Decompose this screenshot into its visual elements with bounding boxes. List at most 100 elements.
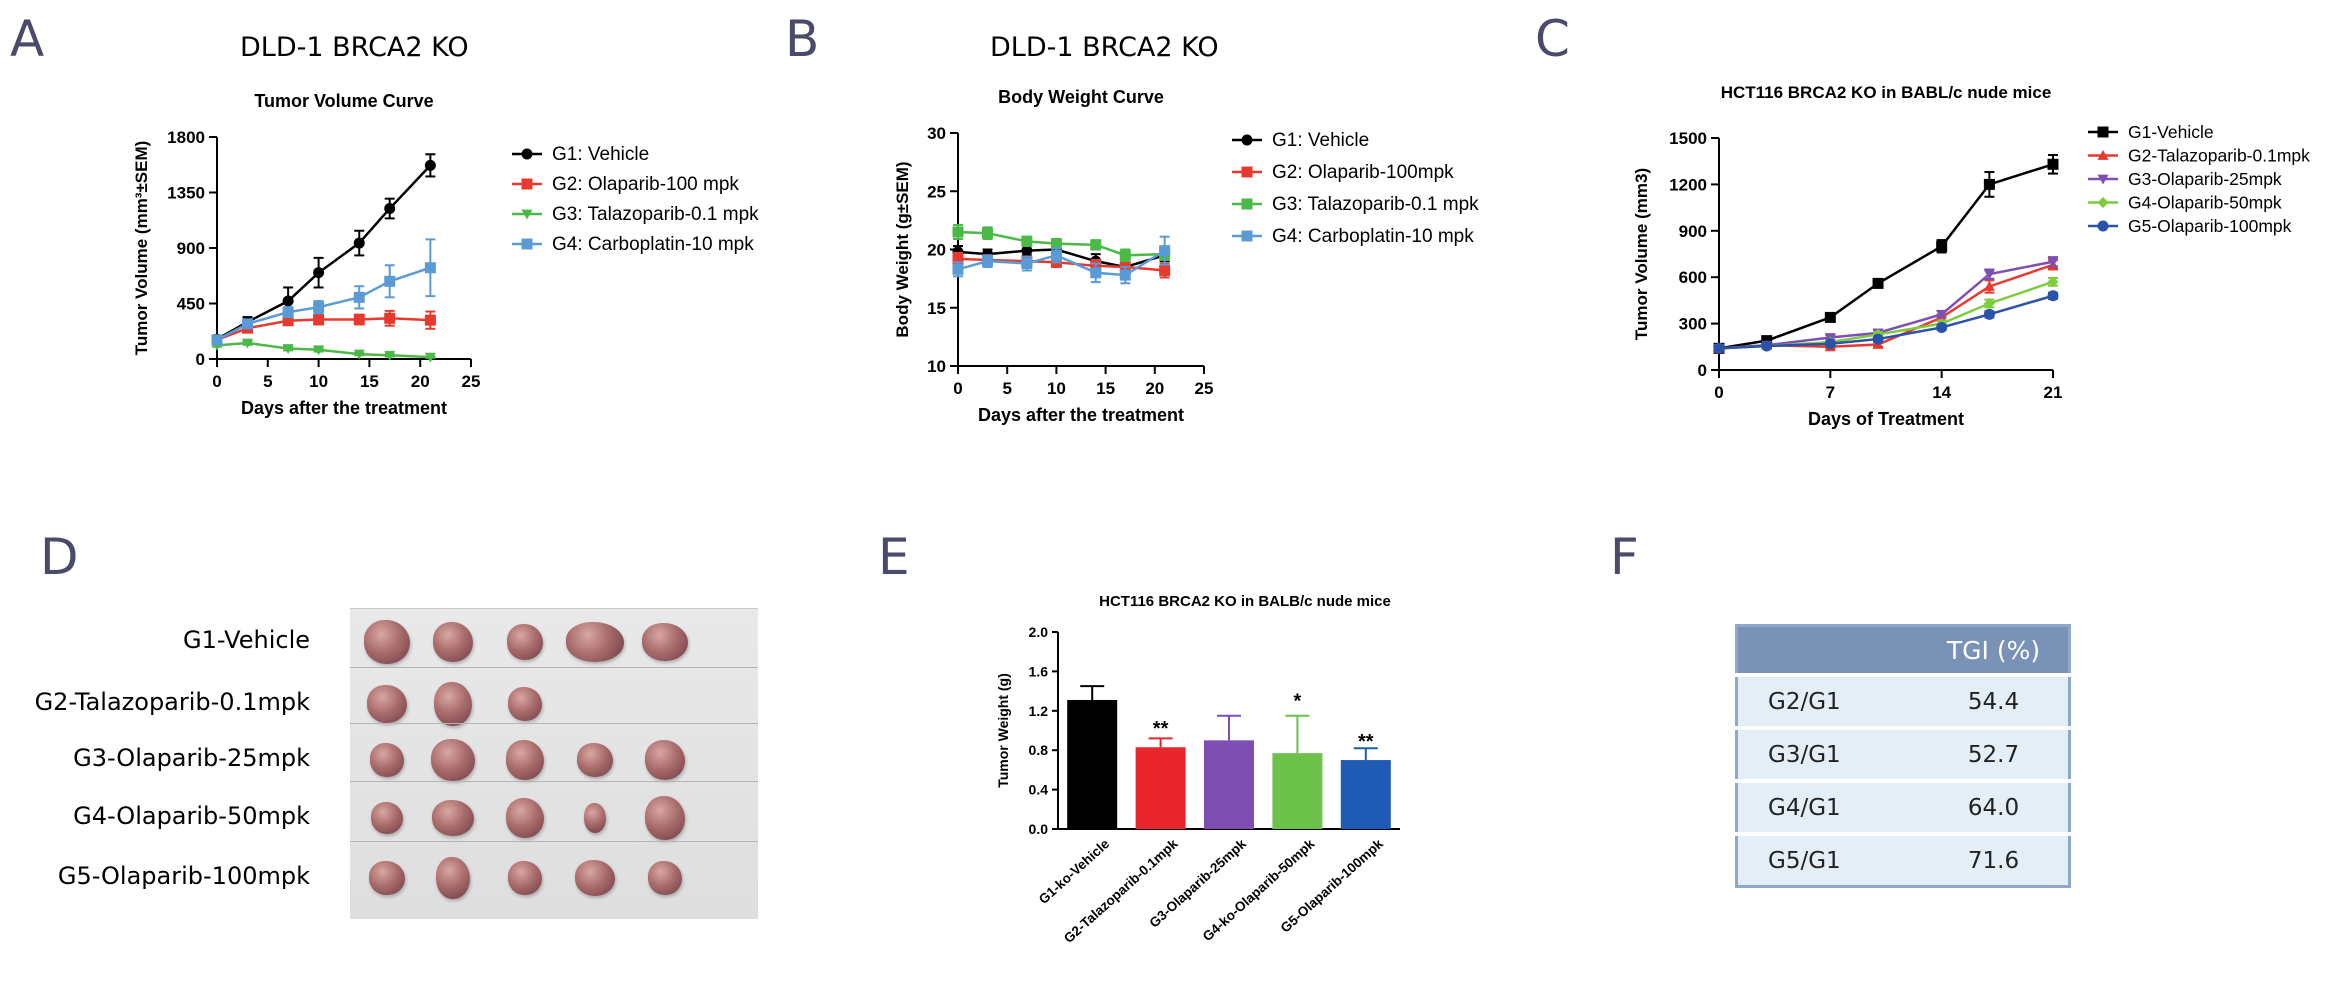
data-point: [1824, 338, 1836, 350]
significance-label: *: [1294, 691, 1302, 713]
data-point: [2047, 290, 2059, 302]
data-point: [2047, 276, 2059, 288]
data-point: [1983, 280, 1995, 291]
y-tick-label: 1200: [1669, 175, 1707, 194]
y-axis-label: Tumor Volume (mm³±SEM): [132, 141, 151, 356]
tumor-specimen: [371, 802, 403, 834]
y-tick-label: 300: [1679, 315, 1707, 334]
data-point: [241, 338, 253, 349]
data-point: [424, 352, 436, 363]
legend-marker: [1241, 134, 1253, 146]
data-point: [1872, 333, 1884, 345]
chart-title: HCT116 BRCA2 KO in BALB/c nude mice: [1099, 593, 1391, 610]
legend-label: G1: Vehicle: [552, 144, 649, 165]
y-tick-label: 1.2: [1029, 703, 1049, 719]
y-tick-label: 1.6: [1029, 663, 1049, 679]
y-tick-label: 0.8: [1029, 742, 1049, 758]
x-tick-label: G1-ko-Vehicle: [1036, 836, 1113, 907]
data-point: [313, 345, 325, 356]
tgi-table: TGI (%) G2/G1 54.4 G3/G1 52.7 G4/G1 64.0 G5…: [1735, 624, 2071, 888]
tumor-specimen: [434, 682, 472, 726]
tumor-specimen: [575, 860, 615, 896]
photo-group-label: G2-Talazoparib-0.1mpk: [34, 688, 310, 716]
data-point: [1090, 239, 1102, 251]
y-tick-label: 1500: [1669, 129, 1707, 148]
legend-label: G4-Olaparib-50mpk: [2128, 193, 2282, 213]
legend-marker: [521, 238, 533, 250]
tgi-group: G4/G1: [1736, 779, 1919, 834]
tgi-group: G2/G1: [1736, 673, 1919, 728]
tumor-specimen: [584, 803, 606, 833]
significance-label: **: [1153, 718, 1169, 740]
x-tick-label: 25: [1195, 379, 1214, 398]
legend-label: G4: Carboplatin-10 mpk: [552, 234, 754, 255]
y-tick-label: 30: [927, 124, 946, 143]
table-row: G4/G1 64.0: [1736, 779, 2070, 834]
data-point: [1936, 309, 1948, 320]
tgi-value: 64.0: [1919, 779, 2070, 834]
data-point: [1090, 267, 1102, 279]
data-point: [384, 350, 396, 361]
legend-label: G3-Olaparib-25mpk: [2128, 169, 2282, 189]
data-point: [1761, 340, 1773, 352]
panel-letter-e: E: [878, 528, 910, 586]
chart-b-heading: DLD-1 BRCA2 KO: [990, 32, 1219, 63]
photo-row-divider: [350, 723, 758, 724]
data-point: [1824, 311, 1836, 323]
data-point: [2047, 257, 2059, 268]
data-point: [1050, 238, 1062, 250]
data-point: [424, 159, 436, 171]
tumor-specimen: [432, 800, 474, 836]
data-point: [384, 312, 396, 324]
data-point: [353, 237, 365, 249]
data-point: [1119, 249, 1131, 261]
data-point: [282, 306, 294, 318]
table-row: G5/G1 71.6: [1736, 832, 2070, 887]
y-tick-label: 600: [1679, 268, 1707, 287]
data-point: [1021, 257, 1033, 269]
tgi-header: TGI (%): [1919, 625, 2070, 675]
tumor-specimen: [506, 740, 544, 780]
data-point: [1872, 277, 1884, 289]
significance-label: **: [1358, 731, 1374, 753]
tumor-specimen: [370, 743, 404, 777]
tgi-header-empty: [1736, 625, 1919, 675]
tgi-value: 52.7: [1919, 726, 2070, 781]
x-tick-label: 20: [411, 372, 430, 391]
x-axis-label: Days of Treatment: [1808, 409, 1964, 429]
chart-title: HCT116 BRCA2 KO in BABL/c nude mice: [1721, 83, 2052, 102]
y-tick-label: 2.0: [1029, 624, 1049, 640]
tumor-specimen: [367, 685, 407, 723]
tumor-specimen: [433, 622, 473, 662]
x-tick-label: 7: [1826, 383, 1835, 402]
table-row: G2/G1 54.4: [1736, 673, 2070, 728]
table-row: G3/G1 52.7: [1736, 726, 2070, 781]
panel-letter-c: C: [1535, 10, 1570, 68]
photo-row-divider: [350, 841, 758, 842]
x-axis-label: Days after the treatment: [241, 398, 447, 418]
tumor-specimen: [648, 861, 682, 895]
tumor-specimen: [436, 857, 470, 899]
legend-marker: [521, 209, 533, 220]
data-point: [313, 267, 325, 279]
legend-marker: [1241, 230, 1253, 242]
data-point: [1713, 342, 1725, 354]
y-tick-label: 0.0: [1029, 821, 1049, 837]
y-tick-label: 0: [1698, 361, 1707, 380]
photo-group-label: G3-Olaparib-25mpk: [73, 744, 310, 772]
tumor-specimen: [566, 622, 624, 662]
data-point: [1050, 249, 1062, 261]
legend-marker: [2097, 197, 2109, 208]
legend-label: G5-Olaparib-100mpk: [2128, 216, 2292, 236]
chart-a-heading: DLD-1 BRCA2 KO: [240, 32, 469, 63]
y-tick-label: 0.4: [1029, 782, 1049, 798]
tumor-specimen: [508, 861, 542, 895]
chart-title: Body Weight Curve: [998, 87, 1164, 107]
photo-row-divider: [350, 667, 758, 668]
y-tick-label: 25: [927, 182, 946, 201]
y-tick-label: 1800: [167, 128, 205, 147]
tgi-value: 54.4: [1919, 673, 2070, 728]
